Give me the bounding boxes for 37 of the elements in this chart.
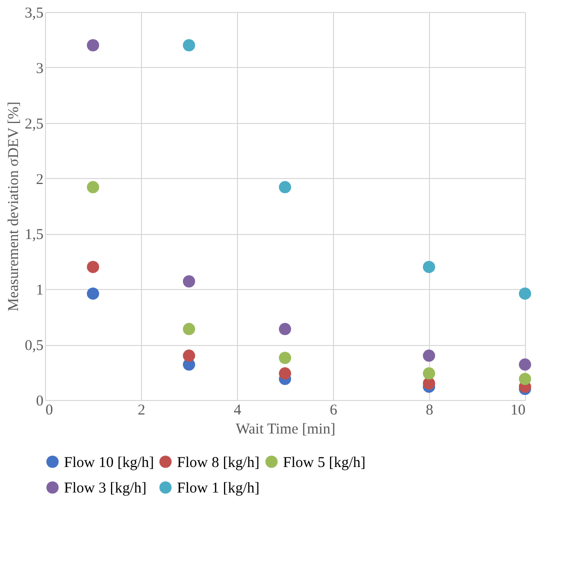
- y-tick-label: 1: [36, 282, 44, 299]
- point: [278, 352, 292, 364]
- point: [86, 287, 100, 300]
- point: [182, 39, 196, 52]
- y-tick-label: 3,5: [24, 6, 44, 22]
- point: [422, 367, 436, 380]
- legend-label: Flow 1 [kg/h]: [177, 480, 260, 496]
- x-axis-title: Wait Time [min]: [236, 422, 336, 438]
- point: [278, 181, 292, 194]
- y-tick-label: 3: [36, 60, 44, 77]
- point: [182, 275, 196, 288]
- point: [422, 350, 436, 362]
- point: [86, 39, 100, 52]
- point: [86, 260, 100, 274]
- point: [278, 367, 292, 380]
- x-tick-label: 2: [138, 402, 146, 418]
- x-tick-label: 8: [426, 402, 434, 418]
- y-tick-label: 2,5: [24, 116, 44, 132]
- point: [518, 287, 532, 300]
- y-tick-label: 2: [36, 172, 44, 188]
- legend-label: Flow 3 [kg/h]: [64, 480, 146, 496]
- legend-label: Flow 5 [kg/h]: [283, 454, 366, 471]
- point: [182, 350, 196, 362]
- x-tick-label: 10: [510, 402, 526, 418]
- legend-label: Flow 10 [kg/h]: [64, 454, 154, 471]
- point: [86, 181, 100, 194]
- y-tick-label: 0,5: [24, 338, 44, 354]
- point: [182, 322, 196, 336]
- y-axis-title: Measurement deviation σDEV [%]: [6, 102, 22, 312]
- point: [278, 322, 292, 336]
- y-tick-label: 1,5: [24, 227, 44, 244]
- x-tick-label: 4: [234, 402, 242, 418]
- x-tick-label: 6: [330, 402, 338, 418]
- point: [422, 260, 436, 274]
- legend-label: Flow 8 [kg/h]: [177, 454, 260, 471]
- point: [518, 358, 532, 371]
- point: [518, 372, 532, 386]
